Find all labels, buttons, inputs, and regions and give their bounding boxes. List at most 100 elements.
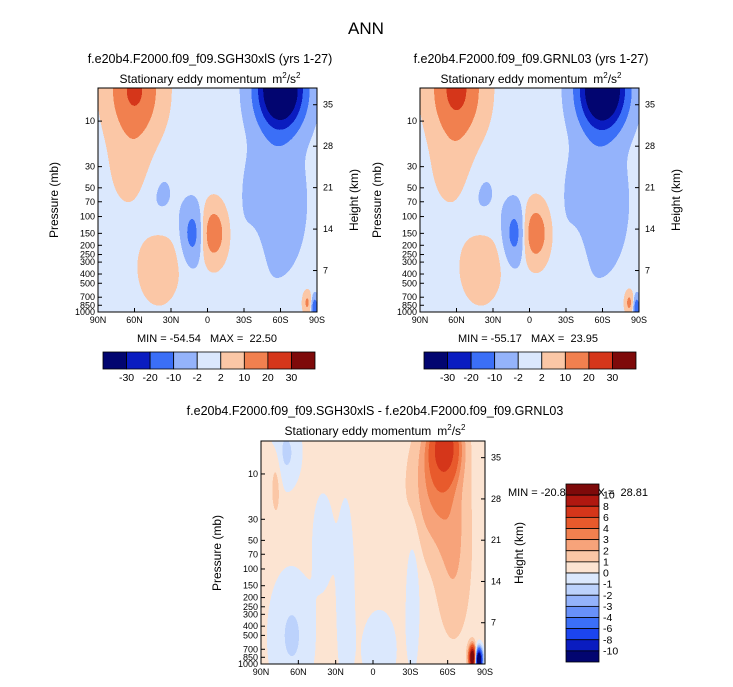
panel-left-ytick-label: 500 [80, 278, 95, 288]
panel-right-ytick-label: 50 [407, 183, 417, 193]
panel-left-y2tick-label: 28 [323, 141, 333, 151]
panel-diff-colorbar-label: 0 [603, 568, 609, 580]
panel-diff-colorbar-label: -1 [603, 579, 612, 591]
panel-right-ytick-label: 850 [402, 300, 417, 310]
panel-diff-xtick-label: 30N [327, 667, 344, 677]
panel-left-plot-area [98, 88, 317, 312]
panel-diff-colorbar-box [565, 639, 600, 652]
panel-left-xtick-label: 60S [272, 315, 288, 325]
panel-diff-xtick-label: 30S [402, 667, 418, 677]
panel-right-y2tick-label: 28 [645, 141, 655, 151]
panel-right-colorbar-box [612, 351, 637, 370]
panel-right-colorbar-box [423, 351, 448, 370]
panel-left-colorbar: -30 -20 -10 -2 2 10 20 30 [102, 351, 316, 384]
panel-right-colorbar-label: -10 [487, 372, 502, 384]
panel-diff-colorbar-label: 10 [603, 490, 615, 502]
panel-left-ytick-label: 150 [80, 228, 95, 238]
panel-right-ytick-label: 300 [402, 257, 417, 267]
panel-diff-ylabel: Pressure (mb) [210, 515, 224, 591]
panel-right-ytick-label: 10 [407, 116, 417, 126]
panel-diff-colorbar-label: 4 [603, 523, 609, 535]
panel-diff-y2tick-label: 7 [491, 618, 496, 628]
panel-right-title: f.e20b4.F2000.f09_f09.GRNL03 (yrs 1-27) [414, 52, 649, 66]
panel-right-ylabel: Pressure (mb) [370, 162, 384, 238]
figure-title: ANN [348, 19, 384, 38]
panel-diff-xtick-label: 60N [290, 667, 307, 677]
panel-right-xtick-label: 60S [594, 315, 610, 325]
panel-left-xtick-label: 60N [126, 315, 143, 325]
panel-right-colorbar-label: -2 [514, 372, 523, 384]
panel-diff-ytick-label: 1000 [238, 659, 258, 669]
panel-left-colorbar-label: -2 [193, 372, 202, 384]
panel-diff-colorbar-box [565, 539, 600, 552]
panel-diff-colorbar-label: 1 [603, 556, 609, 568]
panel-right-ytick-label: 150 [402, 228, 417, 238]
panel-diff-colorbar-box [565, 583, 600, 596]
panel-right: f.e20b4.F2000.f09_f09.GRNL03 (yrs 1-27) … [370, 52, 683, 384]
panel-right-ytick-label: 100 [402, 212, 417, 222]
panel-right-colorbar-box [470, 351, 496, 370]
panel-diff-colorbar-box [565, 628, 600, 641]
panel-left-ytick-label: 300 [80, 257, 95, 267]
panel-diff-ytick-label: 300 [243, 609, 258, 619]
panel-right-ytick-label: 30 [407, 162, 417, 172]
panel-diff-colorbar-box [565, 594, 600, 607]
panel-diff-ytick-label: 100 [243, 564, 258, 574]
panel-left-y2tick-label: 21 [323, 183, 333, 193]
panel-left-ytick-label: 400 [80, 269, 95, 279]
panel-left-axes: 90N 60N 30N 0 30S 60S 90S103050701001502002503… [75, 100, 333, 325]
panel-right-contour-field [420, 88, 639, 312]
panel-right-y2tick-label: 14 [645, 224, 655, 234]
panel-diff-ytick-label: 70 [248, 549, 258, 559]
panel-left-colorbar-box [102, 351, 127, 370]
panel-left-y2tick-label: 35 [323, 100, 333, 110]
panel-left-ytick-label: 50 [85, 183, 95, 193]
panel-left-colorbar-box [126, 351, 151, 370]
panel-left-colorbar-box [243, 351, 269, 370]
panel-left-colorbar-label: 10 [238, 372, 250, 384]
panel-left-colorbar-box [291, 351, 316, 370]
panel-diff-y2tick-label: 21 [491, 535, 501, 545]
panel-diff-ytick-label: 30 [248, 514, 258, 524]
panel-right-y2tick-label: 35 [645, 100, 655, 110]
panel-right-colorbar-label: -20 [464, 372, 479, 384]
panel-diff-colorbar-box [565, 516, 600, 529]
panel-diff-colorbar-label: -4 [603, 612, 612, 624]
panel-right-axes: 90N 60N 30N 0 30S 60S 90S103050701001502002503… [397, 100, 655, 325]
panel-right-colorbar: -30 -20 -10 -2 2 10 20 30 [423, 351, 637, 384]
panel-left-colorbar-label: 20 [262, 372, 274, 384]
panel-diff-xtick-label: 90S [477, 667, 493, 677]
panel-left-ytick-label: 10 [85, 116, 95, 126]
panel-right-y2label: Height (km) [669, 169, 683, 231]
panel-diff-xtick-label: 0 [370, 667, 375, 677]
panel-left-y2tick-label: 7 [323, 266, 328, 276]
panel-diff-ytick-label: 150 [243, 581, 258, 591]
panel-diff-contour-field [261, 441, 485, 664]
panel-left-colorbar-label: -20 [143, 372, 158, 384]
panel-left-colorbar-label: 2 [218, 372, 224, 384]
panel-right-colorbar-box [494, 351, 519, 370]
panel-left-colorbar-box [196, 351, 222, 370]
panel-right-colorbar-box [541, 351, 566, 370]
panel-left-contour-field [98, 88, 317, 312]
panel-diff-ytick-label: 200 [243, 593, 258, 603]
panel-left-ytick-label: 200 [80, 240, 95, 250]
panel-left-colorbar-label: -30 [119, 372, 134, 384]
panel-right-colorbar-label: -30 [440, 372, 455, 384]
panel-diff-colorbar-label: -6 [603, 623, 612, 635]
panel-left-y2label: Height (km) [347, 169, 361, 231]
panel-right-colorbar-box [564, 351, 590, 370]
panel-diff-ytick-label: 50 [248, 535, 258, 545]
panel-left-xtick-label: 90S [309, 315, 325, 325]
panel-diff-colorbar-box [565, 605, 600, 618]
panel-left-xtick-label: 90N [90, 315, 107, 325]
panel-right-ytick-label: 1000 [397, 307, 417, 317]
panel-diff-ytick-label: 400 [243, 621, 258, 631]
panel-right-colorbar-label: 30 [607, 372, 619, 384]
panel-right-plot-area [420, 88, 639, 312]
panel-diff-colorbar-box [565, 617, 600, 630]
panel-left-ylabel: Pressure (mb) [47, 162, 61, 238]
panel-diff-axes: 90N 60N 30N 0 30S 60S 90S103050701001502002503… [238, 453, 501, 677]
panel-left-ytick-label: 30 [85, 162, 95, 172]
panel-diff-colorbar-label: -10 [603, 645, 618, 657]
